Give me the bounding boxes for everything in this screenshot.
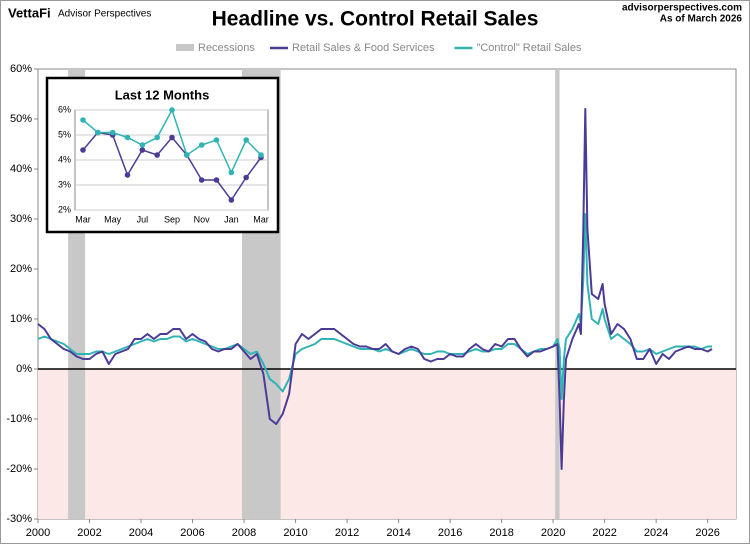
y-tick-label: 30% (10, 213, 32, 225)
y-tick-label: 4% (58, 154, 71, 164)
x-tick-label: 2000 (26, 527, 50, 539)
chart-title: Headline vs. Control Retail Sales (212, 8, 539, 31)
legend-label: Retail Sales & Food Services (292, 42, 435, 54)
x-tick-label: Jan (224, 214, 239, 224)
point (213, 137, 220, 143)
negative-zone (38, 369, 736, 519)
point (184, 152, 190, 158)
x-tick-label: 2026 (695, 527, 719, 539)
point (154, 134, 160, 141)
x-tick-label: Nov (194, 214, 211, 224)
y-tick-label: 0% (16, 363, 32, 375)
legend-label: "Control" Retail Sales (476, 42, 582, 54)
x-tick-label: 2018 (489, 527, 513, 539)
site: advisorperspectives.com (622, 3, 742, 14)
x-tick-label: 2010 (283, 527, 307, 539)
point (80, 147, 86, 153)
point (95, 129, 101, 136)
point (109, 129, 116, 136)
recession-band (555, 69, 560, 519)
x-tick-label: Jul (137, 214, 149, 224)
x-tick-label: 2024 (644, 527, 668, 539)
y-tick-label: 20% (10, 263, 32, 275)
y-tick-label: 10% (10, 313, 32, 325)
y-tick-label: 5% (58, 129, 71, 139)
y-tick-label: 40% (10, 163, 32, 175)
inset-title: Last 12 Months (115, 87, 210, 102)
point (124, 134, 131, 141)
legend-swatch (176, 44, 194, 51)
x-tick-label: May (104, 214, 122, 224)
y-tick-label: -30% (6, 513, 32, 525)
point (228, 197, 235, 203)
x-tick-label: 2012 (335, 527, 359, 539)
x-tick-label: Mar (253, 214, 269, 224)
point (198, 142, 205, 148)
point (198, 177, 205, 183)
y-tick-label: 60% (10, 63, 32, 75)
x-tick-label: 2022 (592, 527, 616, 539)
legend-label: Recessions (198, 42, 255, 54)
point (169, 134, 175, 141)
point (139, 142, 146, 148)
y-tick-label: -20% (6, 463, 32, 475)
x-tick-label: 2008 (232, 527, 256, 539)
y-tick-label: -10% (6, 413, 32, 425)
x-tick-label: 2002 (77, 527, 101, 539)
brand: VettaFi (8, 5, 51, 20)
x-tick-label: 2014 (386, 527, 410, 539)
series-line (37, 108, 713, 470)
point (124, 172, 131, 178)
x-tick-label: 2006 (180, 527, 204, 539)
x-tick-label: Mar (75, 214, 91, 224)
point (243, 174, 249, 181)
point (258, 152, 264, 158)
x-tick-label: 2020 (541, 527, 565, 539)
y-tick-label: 50% (10, 113, 32, 125)
point (139, 147, 146, 153)
x-tick-label: 2004 (129, 527, 153, 539)
x-tick-label: Sep (164, 214, 180, 224)
point (228, 169, 235, 176)
y-tick-label: 6% (58, 104, 71, 114)
point (154, 152, 160, 158)
y-tick-label: 3% (58, 179, 71, 189)
point (213, 177, 220, 183)
y-tick-label: 2% (58, 204, 71, 214)
x-tick-label: 2016 (438, 527, 462, 539)
point (169, 107, 175, 113)
brand-sub: Advisor Perspectives (58, 9, 151, 20)
point (80, 117, 86, 123)
point (243, 137, 249, 143)
as-of: As of March 2026 (660, 14, 743, 25)
